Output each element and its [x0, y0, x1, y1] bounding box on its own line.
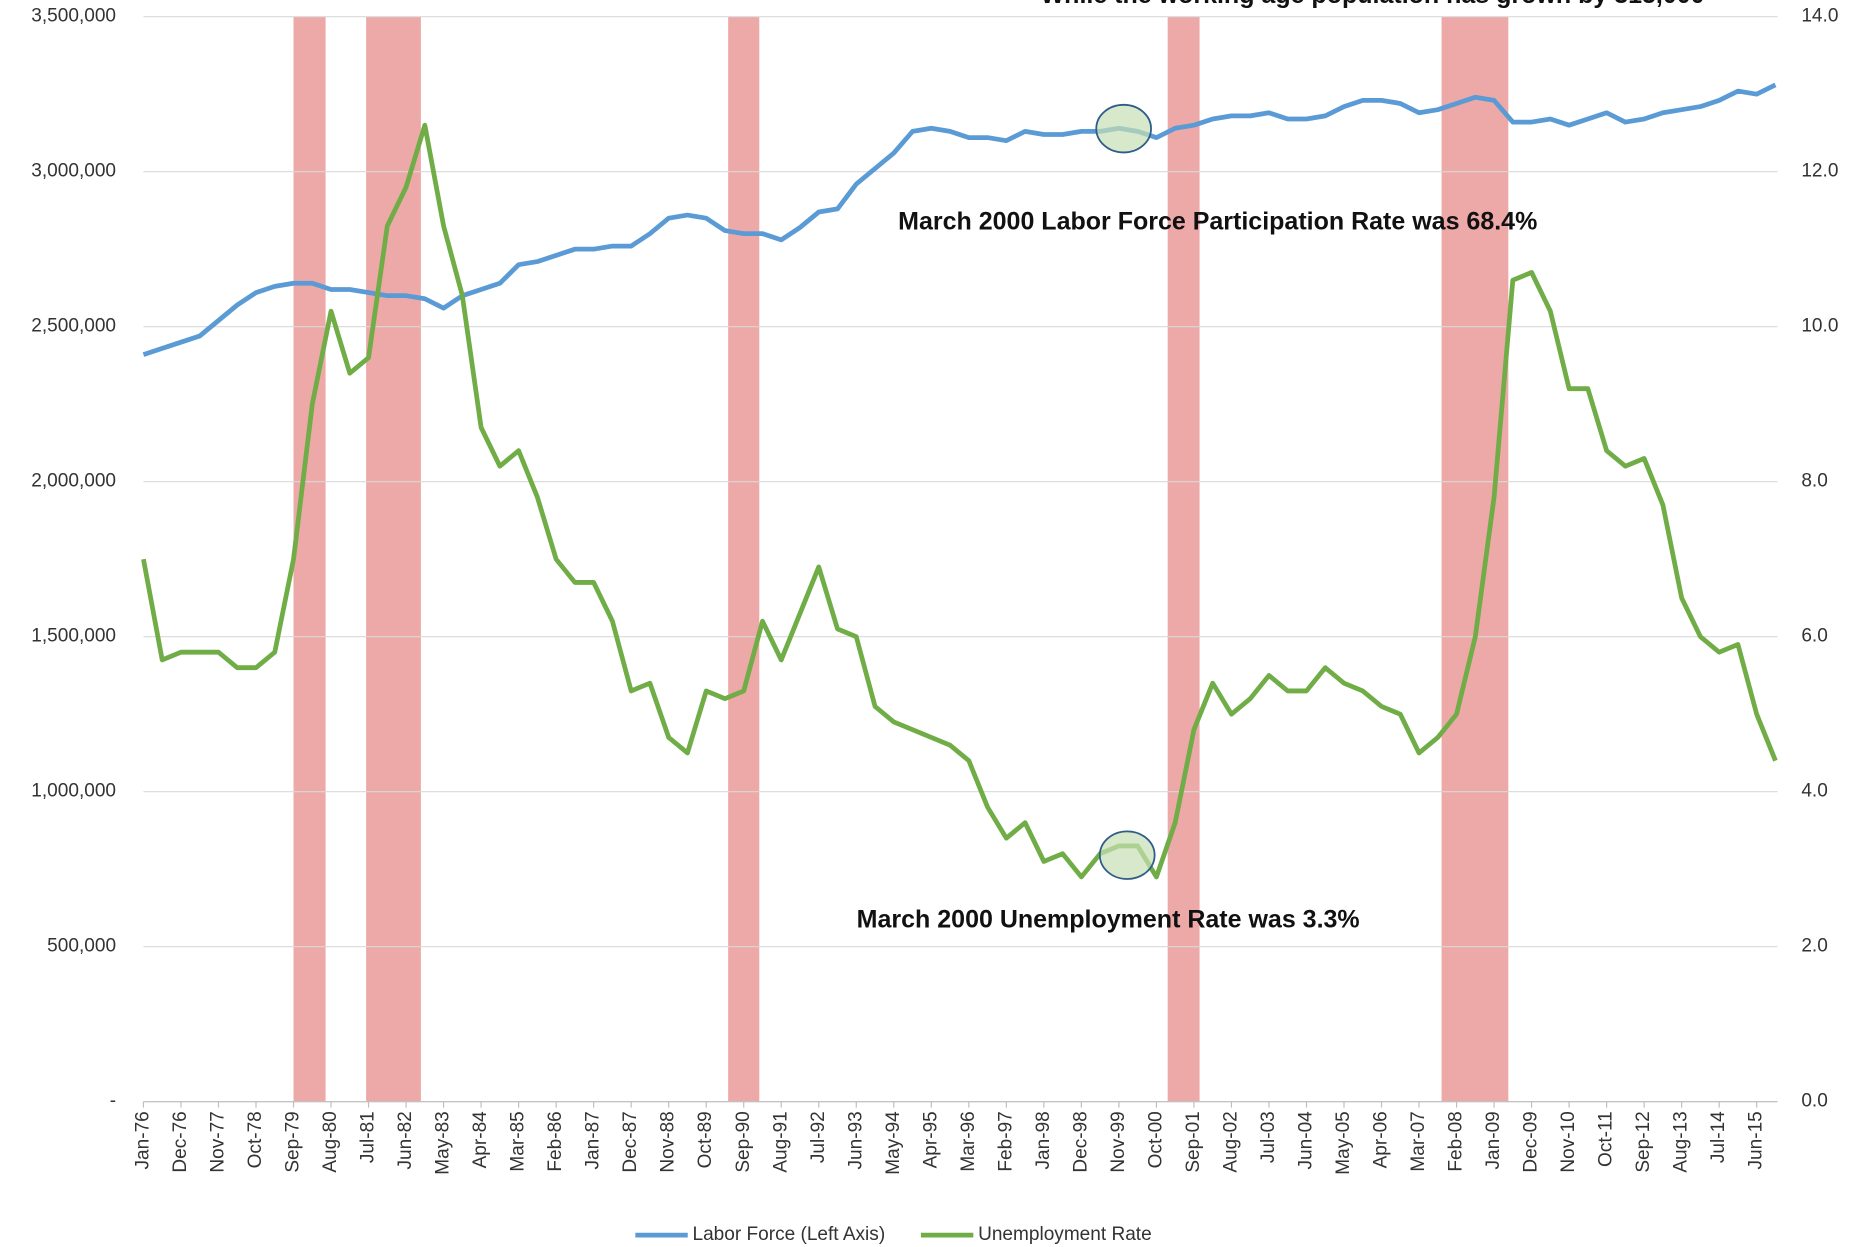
- x-tick-label: Dec-09: [1521, 1111, 1542, 1172]
- y-tick-label: 1,000,000: [31, 781, 116, 802]
- x-tick-label: Aug-91: [770, 1111, 791, 1172]
- y-tick-label: 3,500,000: [31, 6, 116, 27]
- x-tick-label: Mar-07: [1408, 1111, 1429, 1171]
- x-tick-label: Sep-12: [1633, 1111, 1654, 1172]
- recession-band: [293, 16, 326, 1102]
- x-tick-label: Feb-08: [1446, 1111, 1467, 1171]
- x-tick-label: Dec-87: [620, 1111, 641, 1172]
- y2-tick-label: 2.0: [1801, 936, 1827, 957]
- x-tick-label: Jan-09: [1483, 1111, 1504, 1169]
- x-tick-label: Sep-01: [1183, 1111, 1204, 1172]
- x-tick-label: Jul-03: [1258, 1111, 1279, 1163]
- x-tick-label: Oct-00: [1145, 1111, 1166, 1168]
- x-tick-label: May-05: [1333, 1111, 1354, 1175]
- annotation: March 2000 Unemployment Rate was 3.3%: [857, 905, 1360, 933]
- x-tick-label: Jun-04: [1296, 1111, 1317, 1170]
- x-tick-label: Feb-86: [545, 1111, 566, 1171]
- x-tick-label: May-83: [433, 1111, 454, 1175]
- x-tick-label: Apr-06: [1371, 1111, 1392, 1168]
- y2-tick-label: 6.0: [1801, 626, 1827, 647]
- highlight-circle: [1095, 103, 1152, 154]
- x-tick-label: Sep-79: [283, 1111, 304, 1172]
- y2-tick-label: 12.0: [1801, 161, 1838, 182]
- x-tick-label: Apr-95: [920, 1111, 941, 1168]
- x-tick-label: Aug-13: [1671, 1111, 1692, 1172]
- x-tick-label: Jan-98: [1033, 1111, 1054, 1169]
- x-tick-label: Apr-84: [470, 1111, 491, 1169]
- y-tick-label: -: [110, 1091, 116, 1112]
- x-tick-label: Aug-80: [320, 1111, 341, 1172]
- y-tick-label: 1,500,000: [31, 626, 116, 647]
- x-tick-label: Sep-90: [733, 1111, 754, 1172]
- annotation: March 2000 Labor Force Participation Rat…: [898, 207, 1537, 235]
- x-tick-label: Nov-99: [1108, 1111, 1129, 1172]
- x-tick-label: Nov-77: [208, 1111, 229, 1172]
- y-tick-label: 3,000,000: [31, 161, 116, 182]
- y2-tick-label: 0.0: [1801, 1091, 1827, 1112]
- x-tick-label: Jan-76: [132, 1111, 153, 1169]
- x-tick-label: Jul-81: [358, 1111, 379, 1163]
- annotation: While the working age population has gro…: [1041, 0, 1705, 9]
- y-tick-label: 2,000,000: [31, 471, 116, 492]
- y2-tick-label: 10.0: [1801, 316, 1838, 337]
- x-tick-label: Jun-15: [1746, 1111, 1767, 1169]
- x-tick-label: Oct-89: [695, 1111, 716, 1168]
- x-tick-label: Mar-85: [508, 1111, 529, 1171]
- x-tick-label: Jul-14: [1708, 1111, 1729, 1163]
- x-tick-label: Dec-98: [1070, 1111, 1091, 1172]
- x-tick-label: Nov-10: [1558, 1111, 1579, 1172]
- recession-band: [1167, 16, 1200, 1102]
- recession-band: [366, 16, 421, 1102]
- x-tick-label: Jun-93: [845, 1111, 866, 1169]
- x-tick-label: Aug-02: [1220, 1111, 1241, 1172]
- y-tick-label: 2,500,000: [31, 316, 116, 337]
- series-line: [141, 122, 1778, 880]
- x-tick-label: Oct-11: [1596, 1111, 1617, 1167]
- y2-tick-label: 4.0: [1801, 781, 1827, 802]
- y-tick-label: 500,000: [47, 936, 116, 957]
- x-tick-label: Jan-87: [583, 1111, 604, 1169]
- x-tick-label: Jul-92: [808, 1111, 829, 1163]
- legend-label: Unemployment Rate: [978, 1224, 1152, 1245]
- x-tick-label: May-94: [883, 1111, 904, 1175]
- x-tick-label: Mar-96: [958, 1111, 979, 1171]
- series-line: [142, 82, 1777, 357]
- x-tick-label: Jun-82: [395, 1111, 416, 1169]
- legend-label: Labor Force (Left Axis): [693, 1224, 886, 1245]
- recession-band: [728, 16, 760, 1102]
- x-tick-label: Dec-76: [170, 1111, 191, 1172]
- x-tick-label: Feb-97: [995, 1111, 1016, 1171]
- recession-band: [1441, 16, 1509, 1102]
- y2-tick-label: 8.0: [1801, 471, 1827, 492]
- highlight-circle: [1098, 830, 1156, 880]
- x-tick-label: Oct-78: [245, 1111, 266, 1168]
- y2-tick-label: 14.0: [1801, 6, 1838, 27]
- x-tick-label: Nov-88: [658, 1111, 679, 1172]
